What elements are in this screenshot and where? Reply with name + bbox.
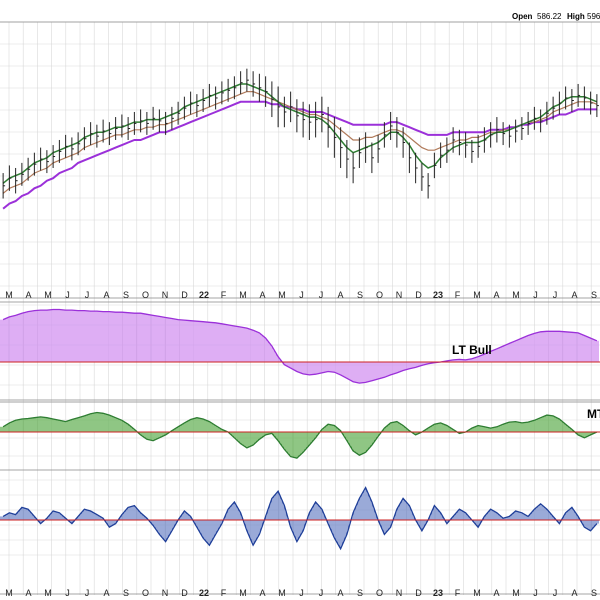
x-tick-label-bottom: 23 bbox=[433, 588, 443, 598]
x-tick-label-top: D bbox=[415, 290, 422, 300]
x-tick-label-top: A bbox=[259, 290, 265, 300]
x-tick-label-top: A bbox=[103, 290, 109, 300]
x-tick-label-bottom: A bbox=[493, 588, 499, 598]
x-tick-label-top: O bbox=[376, 290, 383, 300]
high-value: 596 bbox=[587, 12, 600, 21]
x-tick-label-bottom: J bbox=[533, 588, 538, 598]
x-tick-label-bottom: O bbox=[142, 588, 149, 598]
x-tick-label-bottom: D bbox=[181, 588, 188, 598]
x-tick-label-bottom: O bbox=[376, 588, 383, 598]
x-tick-label-top: A bbox=[493, 290, 499, 300]
x-tick-label-bottom: J bbox=[299, 588, 304, 598]
x-tick-label-top: F bbox=[221, 290, 227, 300]
x-tick-label-bottom: N bbox=[162, 588, 169, 598]
x-tick-label-top: M bbox=[512, 290, 520, 300]
st-outline bbox=[2, 486, 598, 551]
x-tick-label-top: J bbox=[553, 290, 558, 300]
x-tick-label-top: S bbox=[357, 290, 363, 300]
x-tick-label-bottom: J bbox=[85, 588, 90, 598]
x-tick-label-bottom: S bbox=[123, 588, 129, 598]
ma-short-line bbox=[2, 83, 598, 184]
x-tick-label-top: N bbox=[162, 290, 169, 300]
x-tick-label-top: O bbox=[142, 290, 149, 300]
open-label: Open bbox=[512, 12, 533, 21]
x-tick-label-top: D bbox=[181, 290, 188, 300]
high-label: High bbox=[567, 12, 585, 21]
x-tick-label-bottom: J bbox=[553, 588, 558, 598]
x-tick-label-bottom: F bbox=[221, 588, 227, 598]
x-tick-label-top: 23 bbox=[433, 290, 443, 300]
lt-panel bbox=[0, 308, 600, 384]
lt-bull-label: LT Bull bbox=[452, 343, 492, 357]
x-tick-label-top: M bbox=[473, 290, 481, 300]
x-tick-label-bottom: 22 bbox=[199, 588, 209, 598]
x-tick-label-bottom: D bbox=[415, 588, 422, 598]
x-tick-label-top: J bbox=[533, 290, 538, 300]
x-tick-label-bottom: A bbox=[259, 588, 265, 598]
x-tick-label-top: J bbox=[319, 290, 324, 300]
mt-panel bbox=[0, 411, 600, 459]
x-tick-label-top: M bbox=[5, 290, 13, 300]
x-tick-label-bottom: M bbox=[5, 588, 13, 598]
open-value: 586.22 bbox=[537, 12, 562, 21]
x-tick-label-bottom: A bbox=[25, 588, 31, 598]
x-tick-label-bottom: A bbox=[337, 588, 343, 598]
x-tick-label-bottom: M bbox=[278, 588, 286, 598]
x-tick-label-top: M bbox=[278, 290, 286, 300]
x-tick-label-top: M bbox=[44, 290, 52, 300]
ohlc-header: Open 586.22 High 596 bbox=[512, 12, 600, 21]
x-tick-label-top: N bbox=[396, 290, 403, 300]
x-tick-label-bottom: M bbox=[473, 588, 481, 598]
x-tick-label-bottom: A bbox=[571, 588, 577, 598]
x-tick-label-top: S bbox=[123, 290, 129, 300]
x-tick-label-top: J bbox=[85, 290, 90, 300]
x-tick-label-bottom: J bbox=[65, 588, 70, 598]
x-tick-label-bottom: S bbox=[357, 588, 363, 598]
x-tick-label-top: A bbox=[337, 290, 343, 300]
lt-outline bbox=[2, 308, 598, 384]
st-panel bbox=[0, 486, 600, 551]
mt-label: MT bbox=[587, 407, 600, 421]
x-tick-label-bottom: A bbox=[103, 588, 109, 598]
x-tick-label-top: 22 bbox=[199, 290, 209, 300]
x-tick-label-bottom: J bbox=[319, 588, 324, 598]
x-axis: M M A A M M J J J J A A S S O O N N D D 22 22 F F M M A A M M J J J J A A S S… bbox=[5, 290, 597, 598]
mt-outline bbox=[2, 411, 598, 459]
x-tick-label-bottom: N bbox=[396, 588, 403, 598]
x-tick-label-bottom: M bbox=[239, 588, 247, 598]
x-tick-label-top: M bbox=[239, 290, 247, 300]
x-tick-label-bottom: S bbox=[591, 588, 597, 598]
x-tick-label-bottom: F bbox=[455, 588, 461, 598]
x-tick-label-top: F bbox=[455, 290, 461, 300]
x-tick-label-top: S bbox=[591, 290, 597, 300]
price-panel bbox=[2, 68, 599, 210]
x-tick-label-bottom: M bbox=[512, 588, 520, 598]
x-tick-label-top: J bbox=[299, 290, 304, 300]
x-tick-label-top: A bbox=[571, 290, 577, 300]
x-tick-label-top: J bbox=[65, 290, 70, 300]
x-tick-label-top: A bbox=[25, 290, 31, 300]
x-tick-label-bottom: M bbox=[44, 588, 52, 598]
